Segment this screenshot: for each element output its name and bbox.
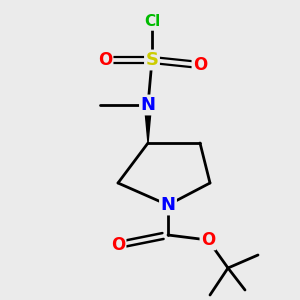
Text: O: O [111,236,125,254]
Text: O: O [201,231,215,249]
Text: N: N [160,196,175,214]
Text: Cl: Cl [144,14,160,29]
Polygon shape [145,105,152,143]
Text: O: O [193,56,207,74]
Text: S: S [146,51,158,69]
Text: O: O [98,51,112,69]
Text: N: N [140,96,155,114]
